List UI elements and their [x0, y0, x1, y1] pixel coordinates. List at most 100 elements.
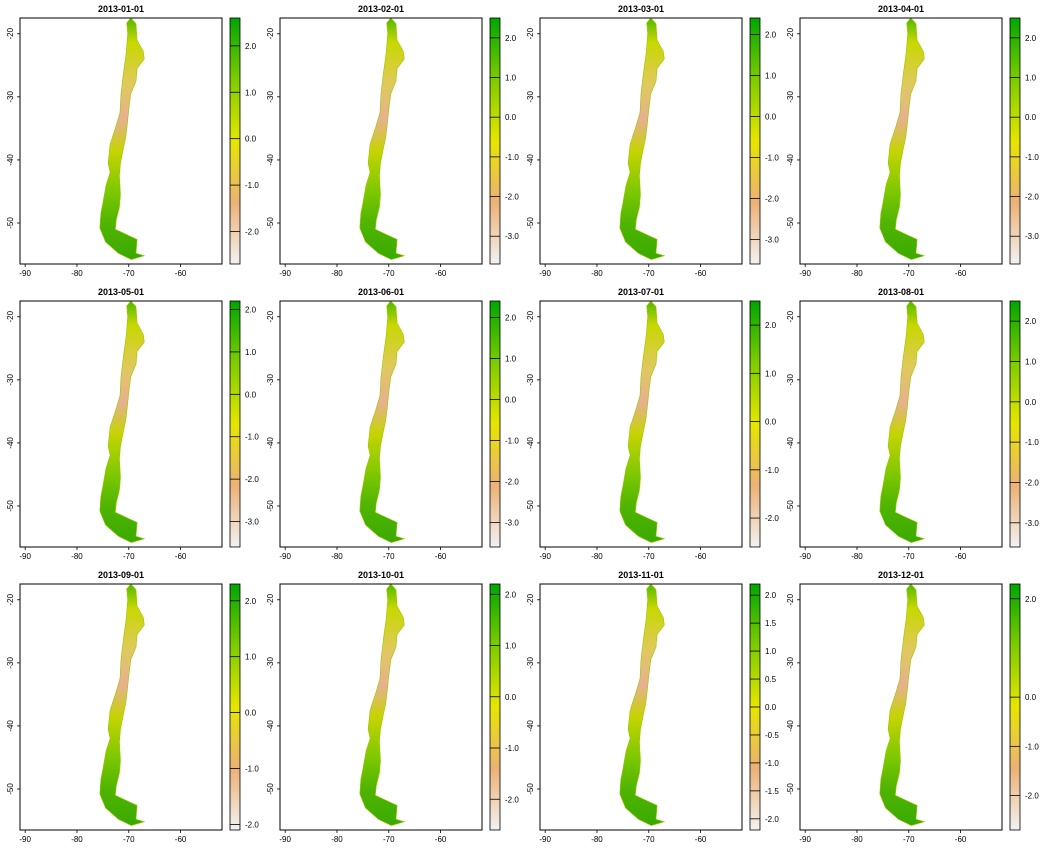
x-tick-label: -90	[539, 552, 551, 561]
x-tick-label: -60	[175, 269, 187, 278]
legend-tick-label: -2.0	[245, 475, 259, 484]
legend-bar	[489, 17, 501, 265]
x-tick-label: -80	[71, 552, 83, 561]
legend-bar	[489, 300, 501, 548]
y-tick-label: -30	[6, 374, 15, 386]
y-tick-label: -20	[6, 27, 15, 39]
legend-tick-label: -2.0	[1025, 193, 1039, 202]
map-raster	[359, 583, 406, 826]
legend-bar	[1009, 300, 1021, 548]
x-tick-label: -60	[955, 835, 967, 844]
legend-tick-label: 1.0	[505, 74, 517, 83]
legend-tick-label: -1.0	[765, 466, 779, 475]
y-tick-label: -30	[526, 657, 535, 669]
y-tick-label: -50	[6, 783, 15, 795]
legend-tick-label: -2.0	[505, 795, 519, 804]
legend-bar	[1009, 17, 1021, 265]
legend-tick-label: 2.0	[245, 42, 257, 51]
x-tick-label: -90	[799, 835, 811, 844]
legend-tick-label: 2.0	[245, 597, 257, 606]
legend-tick-label: 0.0	[1025, 693, 1037, 702]
y-tick-label: -20	[526, 27, 535, 39]
y-tick-label: -50	[526, 783, 535, 795]
y-tick-label: -40	[266, 437, 275, 449]
legend-tick-label: 0.0	[245, 390, 257, 399]
x-tick-label: -70	[123, 835, 135, 844]
map-raster	[619, 583, 666, 826]
legend-tick-label: -1.0	[245, 433, 259, 442]
y-tick-label: -40	[526, 154, 535, 166]
x-tick-label: -90	[279, 835, 291, 844]
y-tick-label: -20	[786, 27, 795, 39]
map-raster	[879, 583, 926, 826]
legend-tick-label: 2.0	[765, 30, 777, 39]
legend-tick-label: 1.0	[1025, 74, 1037, 83]
x-tick-label: -80	[71, 835, 83, 844]
x-tick-label: -90	[19, 552, 31, 561]
x-tick-label: -90	[539, 835, 551, 844]
legend-tick-label: 0.0	[505, 395, 517, 404]
panel-5: 2013-05-01 -90 -80 -70 -60 -20 -30 -40 -50 2.0 1.0…	[6, 287, 259, 561]
panel-7: 2013-07-01 -90 -80 -70 -60 -20 -30 -40 -50 2.0 1.0…	[526, 287, 779, 561]
map-raster	[619, 300, 666, 543]
legend-tick-label: 0.0	[765, 112, 777, 121]
legend-tick-label: 1.0	[245, 348, 257, 357]
map-raster	[99, 300, 146, 543]
legend-tick-label: 2.0	[765, 591, 777, 600]
panel-title: 2013-09-01	[98, 570, 144, 580]
map-frame	[799, 17, 1003, 265]
legend-tick-label: -1.0	[1025, 153, 1039, 162]
panel-3: 2013-03-01 -90 -80 -70 -60 -20 -30 -40 -50 2.0 1.0…	[526, 4, 779, 278]
legend-bar	[1009, 583, 1021, 831]
panel-title: 2013-06-01	[358, 287, 404, 297]
legend-tick-label: 0.0	[245, 135, 257, 144]
map-frame	[19, 17, 223, 265]
map-frame	[539, 17, 743, 265]
legend-tick-label: -1.0	[245, 181, 259, 190]
map-frame	[279, 583, 483, 831]
y-tick-label: -20	[266, 310, 275, 322]
x-tick-label: -60	[175, 552, 187, 561]
x-tick-label: -70	[383, 269, 395, 278]
x-tick-label: -80	[591, 835, 603, 844]
legend-tick-label: 2.0	[505, 34, 517, 43]
x-tick-label: -60	[955, 552, 967, 561]
x-tick-label: -70	[383, 835, 395, 844]
legend-tick-label: -3.0	[505, 232, 519, 241]
panel-title: 2013-12-01	[878, 570, 924, 580]
x-tick-label: -60	[695, 835, 707, 844]
map-frame	[279, 300, 483, 548]
legend-tick-label: 2.0	[1025, 34, 1037, 43]
y-tick-label: -20	[6, 593, 15, 605]
panel-12: 2013-12-01 -90 -80 -70 -60 -20 -30 -40 -50 2.0 0.0…	[786, 570, 1039, 844]
y-tick-label: -40	[526, 437, 535, 449]
map-frame	[539, 300, 743, 548]
legend-tick-label: 2.0	[1025, 317, 1037, 326]
legend-tick-label: -2.0	[1025, 478, 1039, 487]
x-tick-label: -80	[851, 835, 863, 844]
x-tick-label: -80	[591, 269, 603, 278]
map-raster	[99, 17, 146, 260]
y-tick-label: -30	[786, 91, 795, 103]
panel-title: 2013-04-01	[878, 4, 924, 14]
y-tick-label: -30	[526, 374, 535, 386]
y-tick-label: -40	[6, 720, 15, 732]
legend-tick-label: -2.0	[765, 514, 779, 523]
panel-title: 2013-02-01	[358, 4, 404, 14]
y-tick-label: -20	[786, 310, 795, 322]
legend-tick-label: -2.0	[505, 477, 519, 486]
x-tick-label: -90	[279, 552, 291, 561]
x-tick-label: -90	[279, 269, 291, 278]
x-tick-label: -80	[851, 269, 863, 278]
x-tick-label: -80	[331, 835, 343, 844]
x-tick-label: -70	[383, 552, 395, 561]
y-tick-label: -30	[6, 91, 15, 103]
x-tick-label: -70	[903, 835, 915, 844]
map-frame	[539, 583, 743, 831]
y-tick-label: -40	[266, 154, 275, 166]
legend-tick-label: -3.0	[1025, 232, 1039, 241]
legend-tick-label: 1.0	[245, 88, 257, 97]
y-tick-label: -40	[6, 154, 15, 166]
legend-tick-label: -1.0	[1025, 438, 1039, 447]
